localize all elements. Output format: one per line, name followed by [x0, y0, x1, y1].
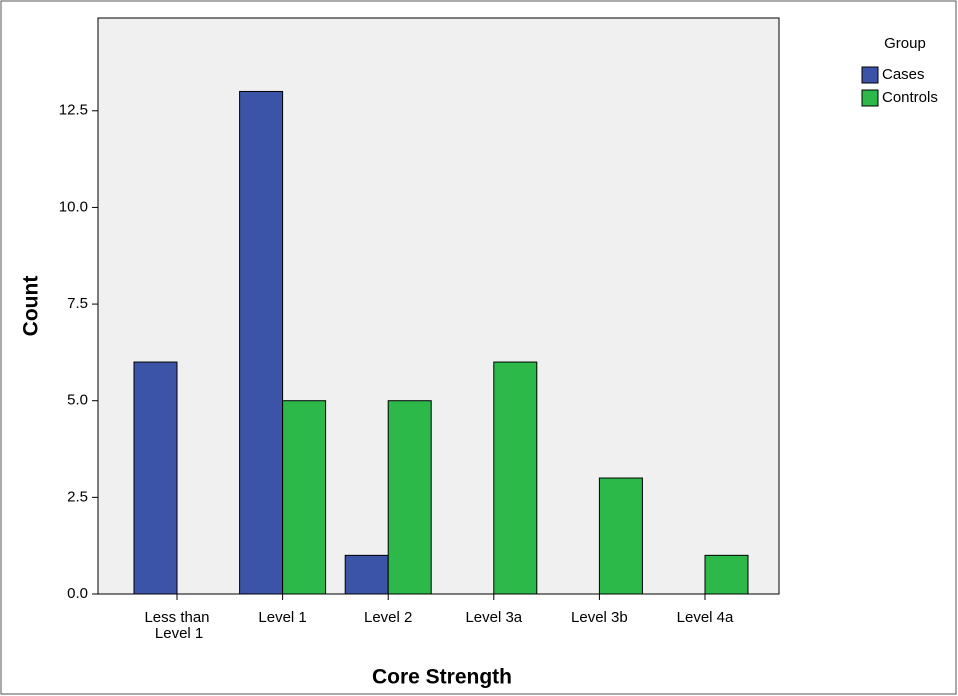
bar	[704, 554, 749, 595]
legend-swatch	[861, 89, 879, 107]
bar	[344, 554, 389, 595]
y-tick-label: 0.0	[67, 585, 88, 602]
y-tick-label: 5.0	[67, 392, 88, 409]
x-axis-label: Core Strength	[372, 666, 512, 689]
bar	[387, 400, 432, 595]
legend-title: Group	[884, 35, 926, 52]
bar	[239, 90, 284, 595]
x-tick-label: Level 1	[258, 609, 306, 626]
bar	[493, 361, 538, 595]
y-tick-label: 10.0	[59, 198, 88, 215]
x-tick-label: Level 4a	[677, 609, 734, 626]
legend-swatch	[861, 66, 879, 84]
x-tick-label: Level 3a	[465, 609, 522, 626]
x-tick-label: Less than Level 1	[144, 609, 209, 642]
y-tick-label: 7.5	[67, 295, 88, 312]
x-tick-label: Level 2	[364, 609, 412, 626]
plot-area	[98, 18, 779, 594]
y-tick-label: 2.5	[67, 488, 88, 505]
legend-label: Controls	[882, 89, 938, 106]
x-tick-label: Level 3b	[571, 609, 628, 626]
plot-border	[97, 17, 780, 595]
y-tick-label: 12.5	[59, 102, 88, 119]
bar	[282, 400, 327, 595]
bar	[133, 361, 178, 595]
y-axis-label: Count	[20, 276, 43, 337]
legend-label: Cases	[882, 66, 925, 83]
bar	[598, 477, 643, 595]
